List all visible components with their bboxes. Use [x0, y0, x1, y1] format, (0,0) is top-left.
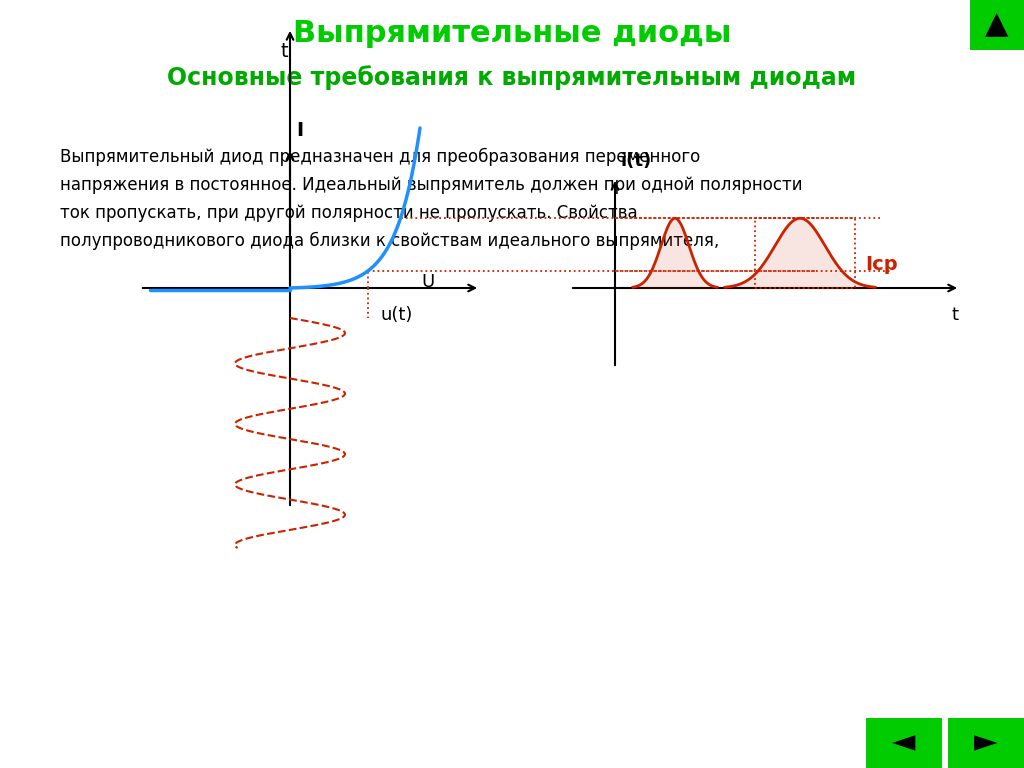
Text: U: U	[421, 273, 434, 291]
Text: Iср: Iср	[865, 255, 898, 274]
Text: Выпрямительный диод предназначен для преобразования переменного
напряжения в пос: Выпрямительный диод предназначен для пре…	[60, 148, 803, 250]
Text: i(t): i(t)	[621, 152, 652, 170]
Bar	[866, 718, 942, 768]
Text: Основные требования к выпрямительным диодам: Основные требования к выпрямительным дио…	[168, 65, 856, 91]
Text: u(t): u(t)	[380, 306, 413, 324]
Bar	[948, 718, 1024, 768]
Bar	[970, 0, 1024, 50]
Text: Выпрямительные диоды: Выпрямительные диоды	[293, 18, 731, 48]
Text: t: t	[281, 42, 288, 61]
Text: ◄: ◄	[892, 729, 915, 757]
Text: I: I	[296, 121, 303, 140]
Text: ▲: ▲	[985, 11, 1009, 39]
Text: ►: ►	[974, 729, 997, 757]
Text: t: t	[951, 306, 958, 324]
